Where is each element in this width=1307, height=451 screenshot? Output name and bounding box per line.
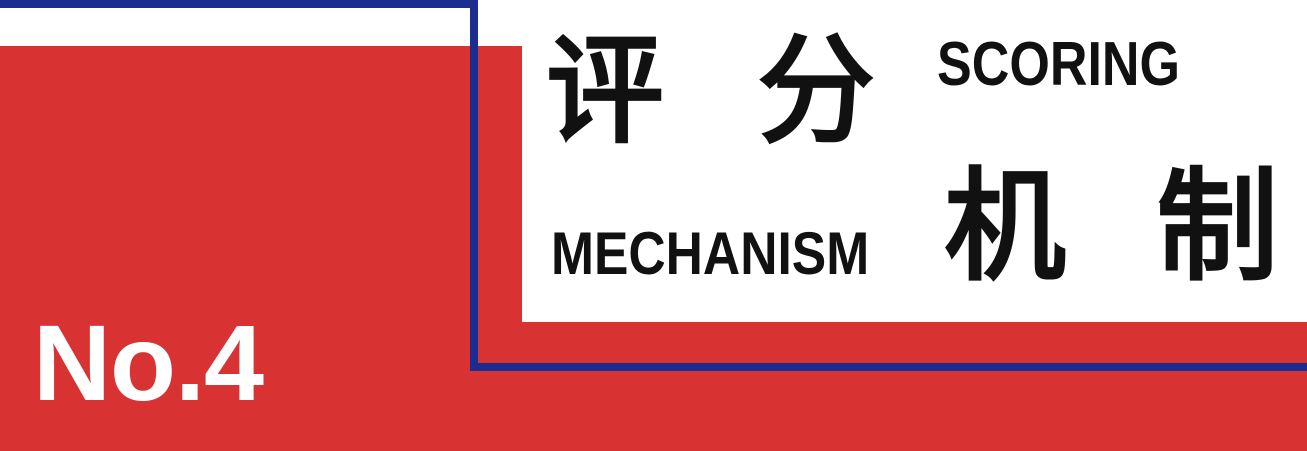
red-bar-bottom bbox=[522, 322, 1307, 451]
blue-rule-bottom bbox=[470, 363, 1307, 371]
title-chinese-primary: 评 分 bbox=[546, 22, 902, 160]
red-block-left bbox=[0, 46, 522, 451]
blue-rule-vertical bbox=[470, 0, 478, 371]
title-english-primary: SCORING bbox=[937, 30, 1181, 99]
title-chinese-secondary: 机 制 bbox=[944, 156, 1303, 298]
section-number-label: No.4 bbox=[33, 302, 264, 423]
blue-rule-top bbox=[0, 0, 478, 8]
title-english-secondary: MECHANISM bbox=[551, 220, 870, 287]
